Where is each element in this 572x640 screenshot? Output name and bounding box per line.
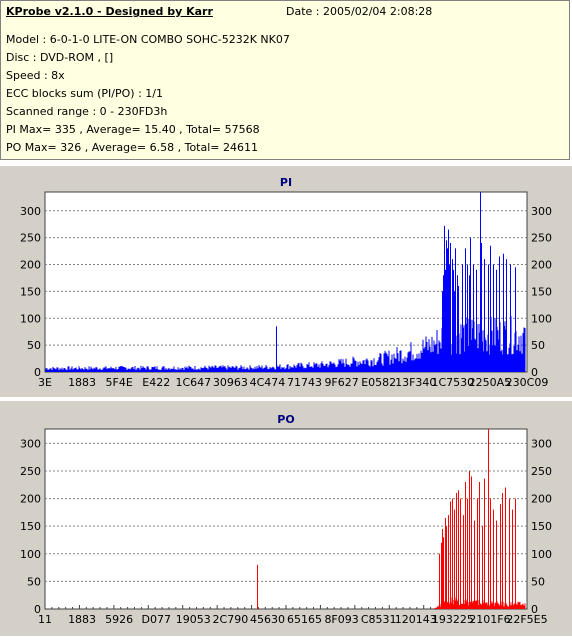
y-tick-label-right: 300	[531, 205, 552, 218]
po-stats-line: PO Max= 326 , Average= 6.58 , Total= 246…	[6, 141, 258, 154]
scan-date: Date : 2005/02/04 2:08:28	[286, 5, 433, 18]
x-tick-label: 22F5E5	[506, 613, 547, 626]
disc-line: Disc : DVD-ROM , []	[6, 51, 114, 64]
speed-line: Speed : 8x	[6, 69, 65, 82]
y-tick-label-right: 250	[531, 465, 552, 478]
x-tick-label: C8531	[361, 613, 397, 626]
app-title: KProbe v2.1.0 - Designed by Karr	[6, 5, 213, 18]
x-tick-label: 8F093	[324, 613, 358, 626]
y-tick-label-left: 150	[20, 520, 41, 533]
series-bars	[45, 192, 526, 372]
y-tick-label-right: 150	[531, 285, 552, 298]
x-tick-label: 1C647	[175, 376, 211, 389]
x-tick-label: 2101F6	[469, 613, 510, 626]
y-tick-label-left: 0	[34, 603, 41, 616]
y-tick-label-left: 250	[20, 465, 41, 478]
x-tick-label: 2C790	[213, 613, 249, 626]
x-tick-label: D077	[141, 613, 170, 626]
y-tick-label-left: 200	[20, 259, 41, 272]
po-chart-panel: PO 0 0 50 50 100 100 150 150 200 200 250 250 300 300 11…	[0, 400, 572, 636]
x-tick-label: 3E	[38, 376, 52, 389]
po-chart: PO 0 0 50 50 100 100 150 150 200 200 250 250 300 300 11…	[20, 413, 552, 626]
x-tick-label: 230C09	[506, 376, 549, 389]
x-tick-label: 5926	[105, 613, 133, 626]
range-line: Scanned range : 0 - 230FD3h	[6, 105, 168, 118]
y-tick-label-right: 50	[531, 575, 545, 588]
pi-chart-panel: PI 0 0 50 50 100 100 150 150 200 200 250 250 300 300 3E…	[0, 165, 572, 397]
x-tick-label: 4C474	[250, 376, 286, 389]
chart-title: PO	[277, 413, 294, 426]
y-tick-label-left: 100	[20, 548, 41, 561]
y-tick-label-right: 0	[531, 603, 538, 616]
y-tick-label-left: 200	[20, 493, 41, 506]
y-tick-label-left: 300	[20, 205, 41, 218]
x-tick-label: 1883	[68, 613, 96, 626]
y-tick-label-left: 50	[27, 575, 41, 588]
x-tick-label: 13F340	[395, 376, 436, 389]
y-tick-label-right: 200	[531, 493, 552, 506]
y-tick-label-left: 50	[27, 339, 41, 352]
info-header: KProbe v2.1.0 - Designed by Karr Date : …	[0, 0, 570, 160]
x-tick-label: 19053	[176, 613, 211, 626]
pi-stats-line: PI Max= 335 , Average= 15.40 , Total= 57…	[6, 123, 260, 136]
y-tick-label-left: 100	[20, 312, 41, 325]
x-tick-label: 9F627	[324, 376, 358, 389]
y-tick-label-right: 300	[531, 437, 552, 450]
x-tick-label: E422	[142, 376, 170, 389]
y-tick-label-left: 250	[20, 232, 41, 245]
x-tick-label: 1C7530	[432, 376, 475, 389]
x-tick-label: 193225	[432, 613, 474, 626]
x-tick-label: 1883	[68, 376, 96, 389]
y-tick-label-left: 150	[20, 285, 41, 298]
y-tick-label-left: 300	[20, 437, 41, 450]
y-tick-label-right: 150	[531, 520, 552, 533]
model-line: Model : 6-0-1-0 LITE-ON COMBO SOHC-5232K…	[6, 33, 290, 46]
chart-title: PI	[280, 176, 292, 189]
y-tick-label-right: 250	[531, 232, 552, 245]
x-tick-label: 11	[38, 613, 52, 626]
x-tick-label: 45630	[250, 613, 285, 626]
y-tick-label-right: 50	[531, 339, 545, 352]
y-tick-label-right: 100	[531, 548, 552, 561]
x-tick-label: 5F4E	[106, 376, 133, 389]
x-tick-label: 120143	[395, 613, 437, 626]
series-bars	[257, 429, 526, 609]
x-tick-label: E0582	[361, 376, 396, 389]
pi-chart: PI 0 0 50 50 100 100 150 150 200 200 250 250 300 300 3E…	[20, 176, 552, 389]
x-tick-label: 65165	[287, 613, 322, 626]
x-tick-label: 2250A5	[469, 376, 512, 389]
y-tick-label-left: 0	[34, 366, 41, 379]
y-tick-label-right: 100	[531, 312, 552, 325]
x-tick-label: 30963	[213, 376, 248, 389]
y-tick-label-right: 0	[531, 366, 538, 379]
x-tick-label: 71743	[287, 376, 322, 389]
ecc-line: ECC blocks sum (PI/PO) : 1/1	[6, 87, 163, 100]
y-tick-label-right: 200	[531, 259, 552, 272]
